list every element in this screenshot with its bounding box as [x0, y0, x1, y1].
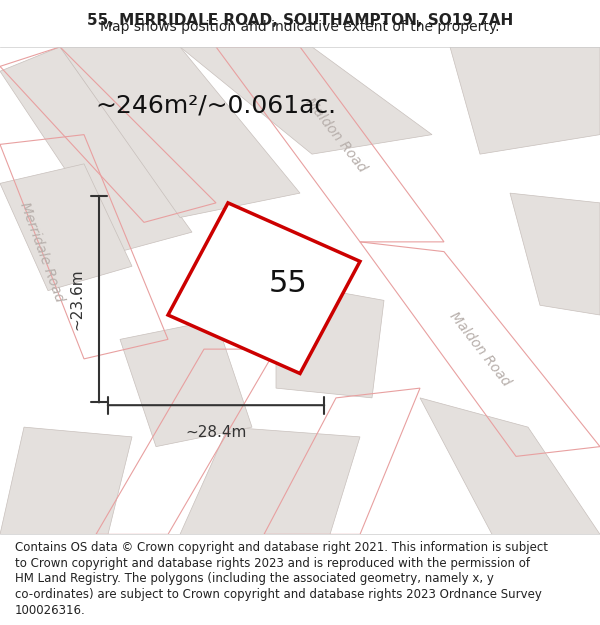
Polygon shape [0, 47, 192, 252]
Text: ~28.4m: ~28.4m [185, 425, 247, 440]
Text: ~246m²/~0.061ac.: ~246m²/~0.061ac. [95, 93, 337, 118]
Polygon shape [276, 281, 384, 398]
Text: 55, MERRIDALE ROAD, SOUTHAMPTON, SO19 7AH: 55, MERRIDALE ROAD, SOUTHAMPTON, SO19 7A… [87, 13, 513, 28]
Text: Merridale Road: Merridale Road [17, 200, 67, 304]
Text: ~23.6m: ~23.6m [69, 268, 84, 330]
Text: co-ordinates) are subject to Crown copyright and database rights 2023 Ordnance S: co-ordinates) are subject to Crown copyr… [15, 588, 542, 601]
Polygon shape [120, 320, 252, 447]
Polygon shape [450, 47, 600, 154]
Text: Maldon Road: Maldon Road [303, 95, 369, 174]
Polygon shape [0, 164, 132, 291]
Polygon shape [510, 193, 600, 315]
Text: Map shows position and indicative extent of the property.: Map shows position and indicative extent… [100, 20, 500, 34]
Text: to Crown copyright and database rights 2023 and is reproduced with the permissio: to Crown copyright and database rights 2… [15, 557, 530, 569]
Polygon shape [168, 203, 360, 374]
Text: Maldon Road: Maldon Road [447, 309, 513, 389]
Polygon shape [60, 47, 300, 217]
Polygon shape [180, 427, 360, 534]
Polygon shape [0, 427, 132, 534]
Text: 55: 55 [269, 269, 307, 298]
Text: 100026316.: 100026316. [15, 604, 86, 617]
Text: Contains OS data © Crown copyright and database right 2021. This information is : Contains OS data © Crown copyright and d… [15, 541, 548, 554]
Text: HM Land Registry. The polygons (including the associated geometry, namely x, y: HM Land Registry. The polygons (includin… [15, 572, 494, 586]
Polygon shape [420, 398, 600, 534]
Polygon shape [180, 47, 432, 154]
